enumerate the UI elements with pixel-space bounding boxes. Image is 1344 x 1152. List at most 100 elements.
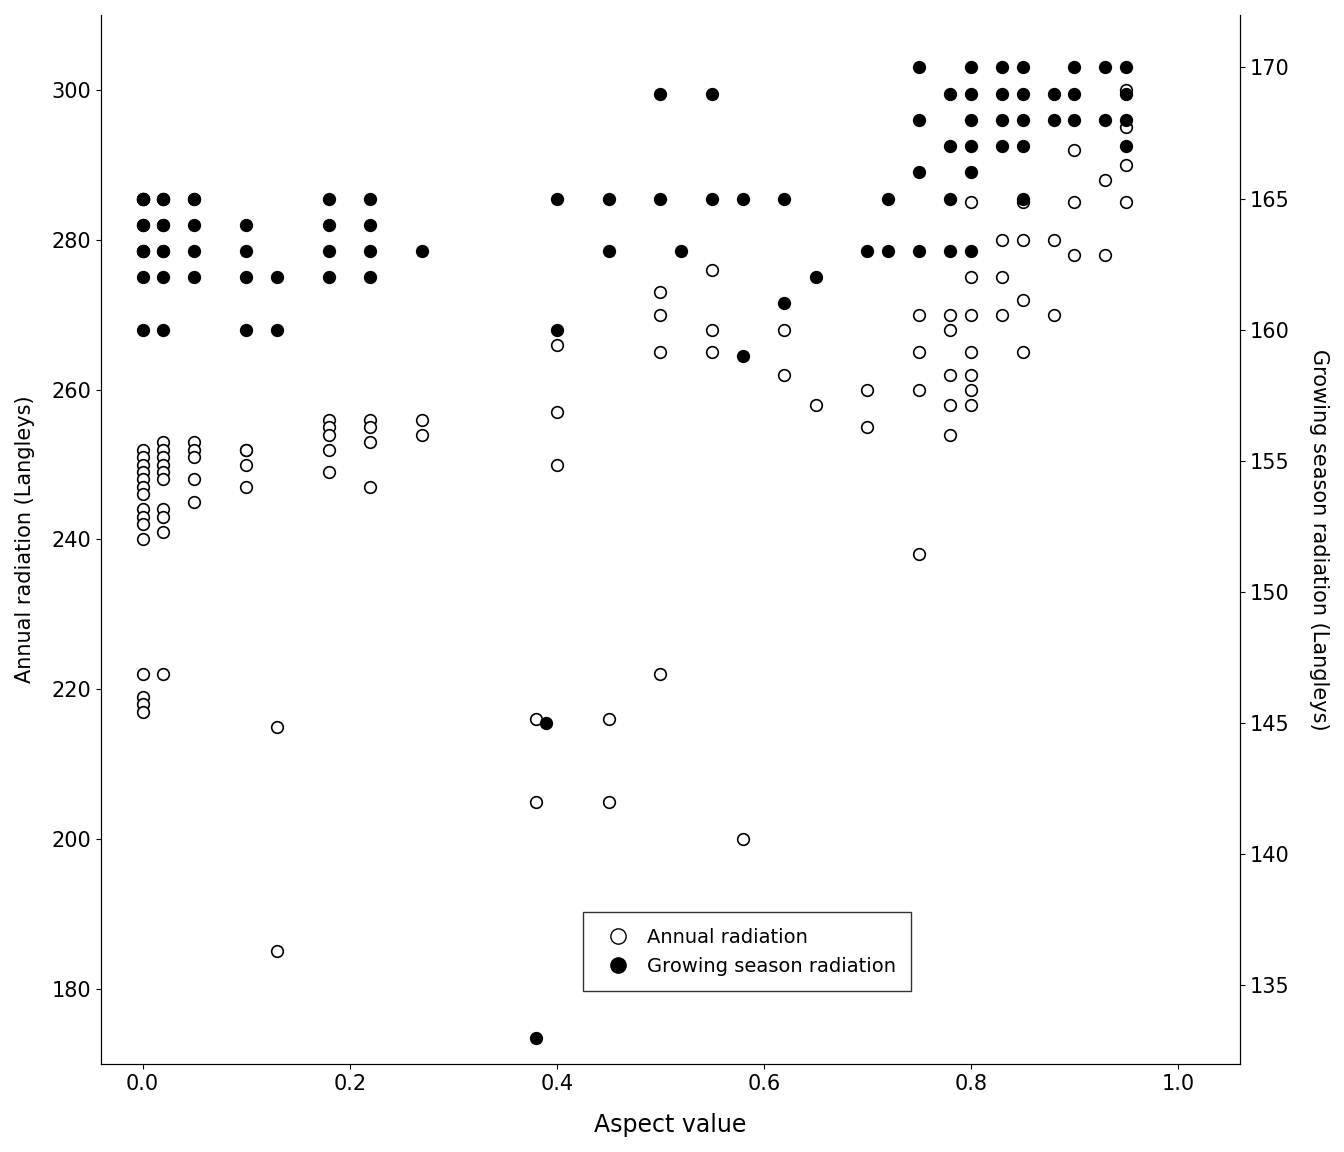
Point [774, 365, 796, 384]
Point [1116, 194, 1137, 212]
Point [132, 242, 153, 260]
Point [909, 111, 930, 129]
Point [266, 268, 288, 287]
Point [153, 508, 175, 526]
Point [649, 665, 671, 683]
Point [319, 268, 340, 287]
Point [702, 84, 723, 103]
Point [1012, 84, 1034, 103]
Point [909, 343, 930, 362]
Point [184, 493, 206, 511]
Point [235, 440, 257, 458]
Point [1063, 111, 1085, 129]
Point [649, 84, 671, 103]
Point [939, 425, 961, 444]
Point [132, 500, 153, 518]
Point [184, 448, 206, 467]
Point [153, 500, 175, 518]
Point [132, 440, 153, 458]
Point [132, 242, 153, 260]
Point [184, 189, 206, 207]
X-axis label: Aspect value: Aspect value [594, 1113, 747, 1137]
Point [1063, 194, 1085, 212]
Point [319, 440, 340, 458]
Point [1012, 189, 1034, 207]
Point [732, 829, 754, 848]
Point [774, 294, 796, 312]
Point [153, 189, 175, 207]
Point [132, 189, 153, 207]
Point [153, 433, 175, 452]
Point [702, 189, 723, 207]
Point [132, 215, 153, 234]
Point [1043, 305, 1064, 324]
Point [939, 137, 961, 156]
Point [319, 463, 340, 482]
Point [153, 448, 175, 467]
Point [1063, 245, 1085, 264]
Point [991, 59, 1012, 77]
Point [132, 530, 153, 548]
Point [909, 59, 930, 77]
Point [960, 137, 981, 156]
Point [1012, 59, 1034, 77]
Point [960, 305, 981, 324]
Point [153, 242, 175, 260]
Point [132, 508, 153, 526]
Point [649, 343, 671, 362]
Point [360, 418, 382, 437]
Point [132, 320, 153, 339]
Point [960, 365, 981, 384]
Point [1043, 84, 1064, 103]
Point [132, 242, 153, 260]
Point [1063, 59, 1085, 77]
Point [153, 455, 175, 473]
Point [319, 418, 340, 437]
Point [1063, 84, 1085, 103]
Point [132, 695, 153, 713]
Point [184, 215, 206, 234]
Point [1043, 230, 1064, 249]
Point [909, 305, 930, 324]
Point [132, 189, 153, 207]
Point [702, 320, 723, 339]
Point [671, 242, 692, 260]
Point [184, 189, 206, 207]
Point [132, 470, 153, 488]
Point [909, 242, 930, 260]
Point [526, 793, 547, 811]
Point [856, 242, 878, 260]
Point [319, 189, 340, 207]
Point [805, 395, 827, 414]
Point [526, 1029, 547, 1047]
Point [360, 189, 382, 207]
Point [526, 710, 547, 728]
Point [319, 410, 340, 429]
Point [649, 305, 671, 324]
Point [411, 425, 433, 444]
Point [153, 463, 175, 482]
Point [960, 164, 981, 182]
Point [132, 688, 153, 706]
Point [132, 455, 153, 473]
Point [1094, 59, 1116, 77]
Point [235, 242, 257, 260]
Point [939, 242, 961, 260]
Point [649, 283, 671, 302]
Point [960, 395, 981, 414]
Point [536, 714, 558, 733]
Point [411, 242, 433, 260]
Point [1116, 81, 1137, 99]
Point [184, 433, 206, 452]
Point [909, 164, 930, 182]
Point [939, 84, 961, 103]
Point [184, 268, 206, 287]
Point [153, 189, 175, 207]
Point [960, 84, 981, 103]
Point [702, 343, 723, 362]
Point [266, 942, 288, 961]
Point [546, 455, 567, 473]
Point [319, 242, 340, 260]
Point [132, 703, 153, 721]
Point [1094, 111, 1116, 129]
